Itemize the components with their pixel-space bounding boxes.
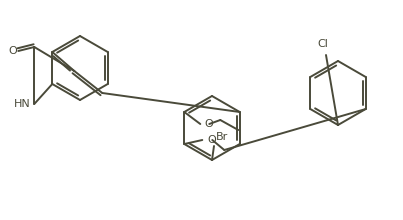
Text: Br: Br [216,132,228,142]
Text: O: O [8,46,17,56]
Text: O: O [204,119,213,129]
Text: HN: HN [14,99,31,109]
Text: O: O [207,135,216,145]
Text: Cl: Cl [318,39,328,49]
